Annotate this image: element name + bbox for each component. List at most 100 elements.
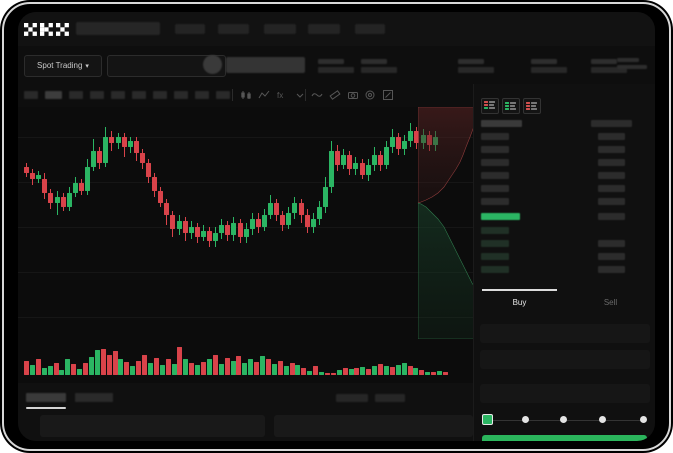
orderbook-ask-size[interactable] xyxy=(598,185,625,192)
timeframe-button-1[interactable] xyxy=(24,91,38,99)
tab-sell[interactable]: Sell xyxy=(565,289,655,317)
candle xyxy=(48,107,54,339)
timeframe-button-6[interactable] xyxy=(132,91,146,99)
orderbook-ask-price[interactable] xyxy=(481,185,509,192)
timeframe-button-4[interactable] xyxy=(90,91,104,99)
orderbook-bid-price[interactable] xyxy=(481,240,509,247)
wave-icon[interactable] xyxy=(311,89,323,101)
orders-empty-card-right xyxy=(274,415,473,437)
orderbook-last-price[interactable] xyxy=(481,213,520,220)
settings-icon[interactable] xyxy=(364,89,376,101)
orderbook-column-header-size[interactable] xyxy=(591,120,632,127)
orderbook-ask-size[interactable] xyxy=(598,172,625,179)
orderbook-ask-price[interactable] xyxy=(481,133,509,140)
nav-item-3[interactable] xyxy=(264,24,296,34)
timeframe-button-7[interactable] xyxy=(153,91,167,99)
volume-bar xyxy=(118,359,124,375)
volume-bar xyxy=(248,359,254,375)
volume-bar xyxy=(289,363,295,375)
percent-slider-stop-50[interactable] xyxy=(560,416,567,423)
percent-slider-stop-100[interactable] xyxy=(640,416,647,423)
orderbook-last-size[interactable] xyxy=(598,213,625,220)
percent-slider-stop-25[interactable] xyxy=(522,416,529,423)
order-total-field[interactable] xyxy=(480,384,650,403)
stat-label xyxy=(591,59,617,64)
volume-bar xyxy=(236,356,242,375)
orderbook-bid-size[interactable] xyxy=(598,253,625,260)
candle xyxy=(353,107,359,339)
nav-item-2[interactable] xyxy=(218,24,249,34)
tab-buy[interactable]: Buy xyxy=(474,289,565,317)
volume-bar xyxy=(171,364,177,375)
orderbook-mode-bids-icon[interactable] xyxy=(502,98,520,114)
orderbook-ask-price[interactable] xyxy=(481,159,509,166)
ruler-icon[interactable] xyxy=(329,89,341,101)
stat-value xyxy=(361,67,397,73)
fullscreen-icon[interactable] xyxy=(382,89,394,101)
timeframe-button-8[interactable] xyxy=(174,91,188,99)
candle xyxy=(139,107,145,339)
svg-text:fx: fx xyxy=(277,91,283,100)
candle xyxy=(188,107,194,339)
timeframe-button-5[interactable] xyxy=(111,91,125,99)
candle xyxy=(390,107,395,339)
nav-item-5[interactable] xyxy=(355,24,385,34)
orderbook-mode-both-icon[interactable] xyxy=(481,98,499,114)
tab-sell-label: Sell xyxy=(603,298,618,307)
indicator-icon[interactable]: fx xyxy=(276,89,288,101)
orderbook-bid-price[interactable] xyxy=(481,253,509,260)
orderbook-mode-asks-icon[interactable] xyxy=(523,98,541,114)
order-price-field[interactable] xyxy=(480,324,650,343)
orderbook-bid-size[interactable] xyxy=(598,240,625,247)
tab-order-history[interactable] xyxy=(75,393,113,402)
timeframe-button-10[interactable] xyxy=(216,91,230,99)
orderbook-ask-price[interactable] xyxy=(481,172,509,179)
candle xyxy=(249,107,255,339)
timeframe-button-2[interactable] xyxy=(45,91,62,99)
orderbook-column-header-price[interactable] xyxy=(481,120,522,127)
candle xyxy=(72,107,78,339)
volume-bar xyxy=(71,364,77,375)
timeframe-button-9[interactable] xyxy=(195,91,209,99)
volume-bar xyxy=(407,366,413,375)
market-type-select[interactable]: Spot Trading ▾ xyxy=(24,55,102,77)
volume-bar xyxy=(65,359,71,375)
volume-bar xyxy=(260,356,265,375)
orderbook-ask-size[interactable] xyxy=(598,146,625,153)
candle xyxy=(329,107,334,339)
tab-buy-label: Buy xyxy=(512,298,527,307)
orderbook-ask-size[interactable] xyxy=(598,198,625,205)
orderbook-ask-price[interactable] xyxy=(481,198,509,205)
orderbook-bid-price[interactable] xyxy=(481,266,509,273)
nav-item-4[interactable] xyxy=(308,24,340,34)
percent-slider-stop-75[interactable] xyxy=(599,416,606,423)
okx-logo-icon[interactable] xyxy=(24,23,69,36)
volume-bar xyxy=(366,369,372,375)
action-cancel-all[interactable] xyxy=(375,394,405,402)
candle xyxy=(243,107,249,339)
nav-search-input[interactable] xyxy=(76,22,160,35)
line-chart-icon[interactable] xyxy=(258,89,270,101)
candle xyxy=(164,107,170,339)
chevron-down-icon[interactable] xyxy=(294,89,306,101)
action-hide-other-pairs[interactable] xyxy=(336,394,368,402)
candle xyxy=(97,107,103,339)
orderbook-ask-size[interactable] xyxy=(598,133,625,140)
volume-bar xyxy=(307,371,313,375)
orderbook-bid-price[interactable] xyxy=(481,227,509,234)
orderbook-ask-price[interactable] xyxy=(481,146,509,153)
timeframe-button-3[interactable] xyxy=(69,91,83,99)
submit-buy-button[interactable] xyxy=(482,435,647,441)
order-amount-field[interactable] xyxy=(480,350,650,369)
volume-bar xyxy=(419,370,425,375)
volume-bar xyxy=(201,362,206,375)
camera-icon[interactable] xyxy=(347,89,359,101)
tab-open-orders[interactable] xyxy=(26,393,66,402)
percent-slider-handle[interactable] xyxy=(482,414,493,425)
candle xyxy=(115,107,121,339)
orderbook-ask-size[interactable] xyxy=(598,159,625,166)
volume-bar xyxy=(59,370,65,375)
nav-item-1[interactable] xyxy=(175,24,205,34)
orderbook-bid-size[interactable] xyxy=(598,266,625,273)
candlestick-icon[interactable] xyxy=(240,89,252,101)
